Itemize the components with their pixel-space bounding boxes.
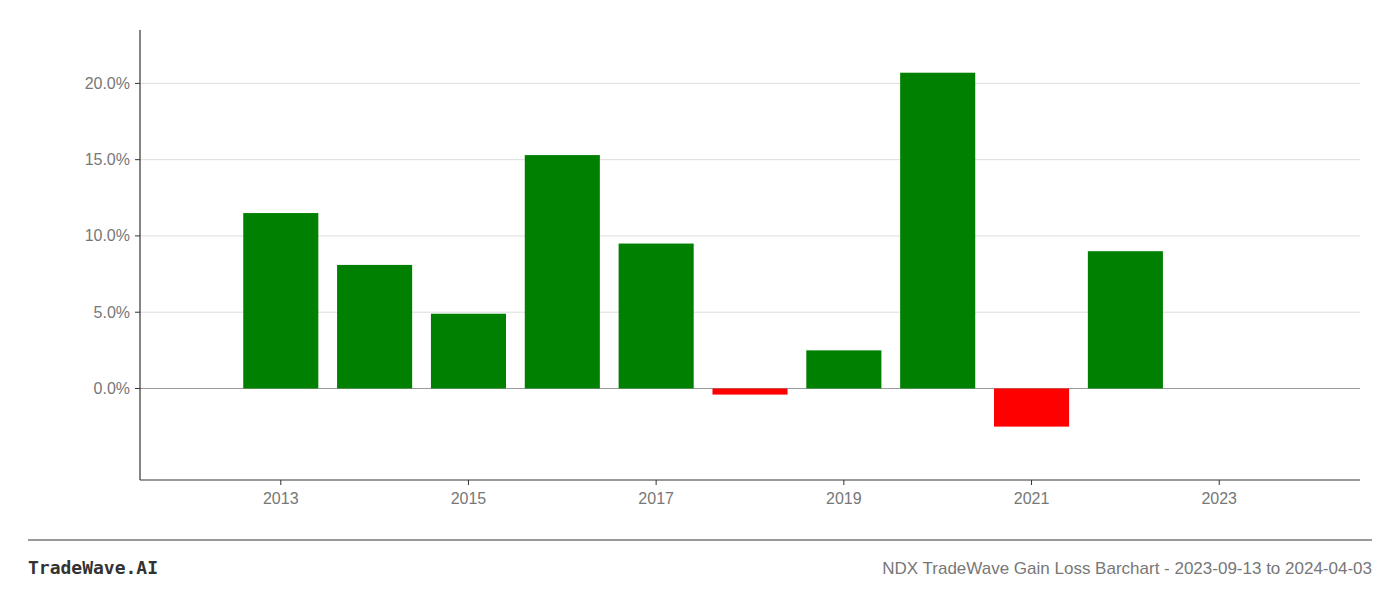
y-tick-label: 20.0% xyxy=(85,75,130,92)
x-tick-label: 2023 xyxy=(1201,490,1237,507)
y-tick-label: 0.0% xyxy=(94,380,130,397)
title: NDX TradeWave Gain Loss Barchart - 2023-… xyxy=(882,559,1372,578)
chart-container: 0.0% 5.0% 10.0% 15.0% 20.0% 2013 2015 2017 2019 2… xyxy=(0,0,1400,600)
grid xyxy=(140,83,1360,388)
footer: TradeWave.AI NDX TradeWave Gain Loss Barc… xyxy=(28,540,1372,578)
x-tick xyxy=(280,480,281,485)
x-tick xyxy=(843,480,844,485)
bar xyxy=(243,213,318,388)
y-tick xyxy=(135,159,140,160)
bar xyxy=(712,388,787,394)
bar xyxy=(994,388,1069,426)
bar xyxy=(806,350,881,388)
x-tick-label: 2013 xyxy=(263,490,299,507)
x-tick-label: 2019 xyxy=(826,490,862,507)
grid-line xyxy=(140,83,1360,84)
bar xyxy=(1088,251,1163,388)
y-tick xyxy=(135,235,140,236)
grid-line xyxy=(140,312,1360,313)
grid-line xyxy=(140,235,1360,236)
bars xyxy=(243,73,1163,427)
x-tick xyxy=(656,480,657,485)
x-axis-line xyxy=(140,479,1360,480)
y-tick xyxy=(135,83,140,84)
y-tick-label: 5.0% xyxy=(94,304,130,321)
x-tick-label: 2015 xyxy=(451,490,487,507)
y-axis-line xyxy=(139,30,140,480)
x-tick xyxy=(468,480,469,485)
bar xyxy=(431,314,506,389)
chart-svg: 0.0% 5.0% 10.0% 15.0% 20.0% 2013 2015 2017 2019 2… xyxy=(0,0,1400,600)
y-tick xyxy=(135,388,140,389)
y-tick-label: 10.0% xyxy=(85,227,130,244)
watermark: TradeWave.AI xyxy=(28,557,158,578)
bar xyxy=(525,155,600,388)
footer-separator xyxy=(28,540,1372,541)
bar xyxy=(900,73,975,389)
y-tick xyxy=(135,312,140,313)
y-tick-label: 15.0% xyxy=(85,151,130,168)
grid-line xyxy=(140,159,1360,160)
bar xyxy=(619,244,694,389)
bar xyxy=(337,265,412,389)
x-tick xyxy=(1219,480,1220,485)
x-tick-label: 2021 xyxy=(1014,490,1050,507)
x-tick xyxy=(1031,480,1032,485)
x-tick-label: 2017 xyxy=(638,490,674,507)
axes: 0.0% 5.0% 10.0% 15.0% 20.0% 2013 2015 2017 2019 2… xyxy=(85,30,1360,507)
